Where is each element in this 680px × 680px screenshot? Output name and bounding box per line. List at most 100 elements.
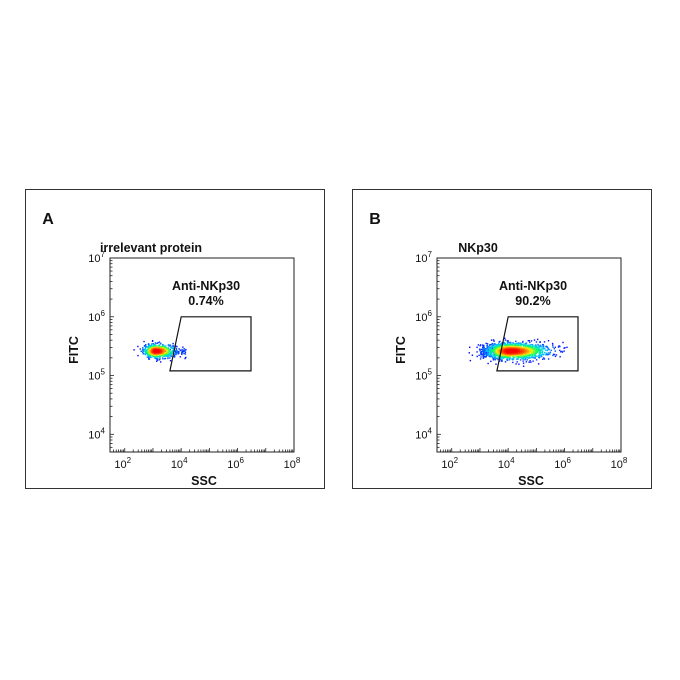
event-dot (163, 350, 165, 353)
event-dot (482, 352, 485, 354)
event-dot (496, 344, 498, 346)
event-dot (149, 354, 152, 357)
event-dot (163, 349, 166, 351)
event-dot (520, 349, 523, 351)
event-dot (469, 359, 472, 362)
event-dot (480, 351, 482, 354)
event-dot (491, 344, 494, 347)
event-dot (537, 345, 539, 347)
event-dot (483, 355, 485, 357)
event-dot (535, 350, 538, 352)
event-dot (535, 359, 538, 361)
event-dot (559, 351, 562, 353)
event-dot (184, 357, 186, 360)
event-dot (490, 339, 493, 341)
event-dot (508, 341, 510, 344)
event-dot (499, 344, 502, 347)
event-dot (178, 352, 180, 354)
event-dot (533, 352, 535, 355)
event-dot (536, 347, 539, 349)
event-dot (520, 347, 522, 349)
event-dot (559, 349, 561, 352)
event-dot (555, 354, 558, 356)
event-dot (519, 349, 521, 351)
event-dot (533, 345, 535, 347)
event-dot (519, 359, 522, 361)
event-dot (507, 350, 509, 352)
event-dot (516, 344, 518, 347)
event-dot (178, 348, 180, 350)
event-dot (478, 348, 481, 350)
event-dot (504, 339, 507, 341)
event-dot (485, 356, 487, 358)
event-dot (181, 353, 183, 355)
event-dot (486, 345, 488, 347)
event-dot (169, 353, 171, 355)
event-dot (519, 354, 522, 357)
event-dot (537, 363, 540, 365)
event-dot (508, 347, 510, 349)
event-dot (483, 352, 486, 355)
event-dot (487, 353, 490, 355)
event-dot (533, 349, 535, 352)
event-dot (528, 357, 530, 359)
event-dot (522, 348, 524, 350)
event-dot (489, 352, 491, 355)
event-dot (494, 346, 496, 348)
event-dot (497, 358, 499, 361)
event-dot (512, 361, 514, 364)
event-dot (558, 345, 560, 347)
event-dot (149, 344, 151, 347)
event-dot (142, 353, 145, 355)
event-dot (487, 350, 490, 353)
event-dot (512, 346, 514, 348)
event-dot (155, 357, 157, 360)
event-dot (524, 343, 526, 345)
event-dot (179, 356, 182, 358)
event-dot (479, 358, 482, 360)
event-dot (535, 349, 537, 351)
event-dot (531, 349, 534, 351)
event-dot (532, 360, 534, 362)
event-dot (498, 357, 500, 359)
event-dot (518, 354, 520, 357)
event-dot (166, 351, 168, 354)
event-dot (499, 358, 502, 361)
event-dot (534, 353, 537, 355)
event-dot (142, 347, 144, 349)
panel-b: B NKp30 Anti-NKp30 90.2% 102 104 106 108 104 105 1… (352, 189, 652, 489)
event-dot (161, 346, 164, 349)
event-dot (553, 347, 556, 350)
event-dot (501, 359, 503, 361)
event-dot (183, 348, 185, 350)
event-dot (533, 347, 535, 349)
event-dot (168, 349, 170, 352)
y-tick-label: 104 (415, 426, 432, 441)
event-dot (482, 347, 484, 349)
event-dot (527, 346, 529, 348)
gate-percent: 90.2% (515, 294, 550, 308)
event-dot (537, 346, 539, 349)
event-dot (518, 342, 520, 345)
event-dot (544, 348, 546, 350)
event-dot (150, 344, 153, 346)
event-dot (543, 346, 545, 348)
event-dot (493, 343, 495, 345)
event-dot (481, 344, 484, 346)
event-dot (520, 352, 522, 355)
event-dot (152, 350, 154, 352)
event-dot (133, 349, 135, 351)
event-dot (532, 353, 534, 356)
event-dot (156, 356, 158, 358)
event-dot (539, 341, 541, 344)
event-dot (151, 343, 153, 345)
event-dot (549, 351, 552, 353)
event-dot (512, 342, 515, 344)
event-dot (170, 355, 173, 357)
event-dot (485, 354, 487, 356)
event-dot (160, 350, 162, 352)
event-dot (486, 346, 488, 349)
event-dot (524, 345, 526, 347)
event-dot (175, 352, 178, 355)
event-dot (488, 345, 490, 348)
